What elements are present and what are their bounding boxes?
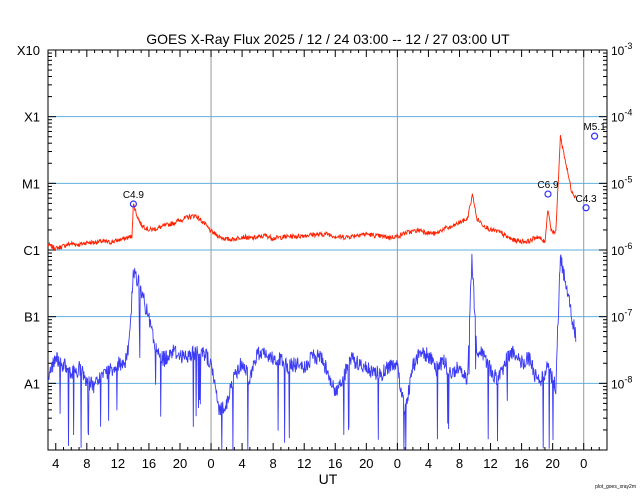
flare-label: M5.1 <box>583 122 606 133</box>
x-tick-label: 16 <box>328 456 342 471</box>
x-tick-label: 16 <box>514 456 528 471</box>
y-power-label: 10-8 <box>611 374 632 391</box>
y-power-label: 10-5 <box>611 174 632 191</box>
x-axis-label: UT <box>319 471 338 487</box>
y-class-label: X1 <box>24 110 40 125</box>
x-tick-label: 8 <box>270 456 277 471</box>
flare-label: C6.9 <box>537 180 559 191</box>
y-power-label: 10-3 <box>611 41 632 58</box>
flux-series-line <box>47 253 577 451</box>
x-tick-label: 8 <box>83 456 90 471</box>
y-class-label: B1 <box>24 310 40 325</box>
x-tick-label: 0 <box>580 456 587 471</box>
y-power-label: 10-6 <box>611 241 632 258</box>
x-tick-label: 20 <box>359 456 373 471</box>
x-tick-label: 16 <box>142 456 156 471</box>
flare-marker <box>129 200 138 208</box>
x-tick-label: 4 <box>52 456 59 471</box>
x-tick-label: 4 <box>425 456 432 471</box>
flare-marker <box>590 132 599 140</box>
y-class-label: C1 <box>23 243 40 258</box>
flare-marker <box>582 204 590 212</box>
flux-series-line <box>47 134 577 251</box>
y-power-label: 10-7 <box>611 308 632 325</box>
y-power-label: 10-4 <box>611 108 632 125</box>
x-tick-label: 12 <box>483 456 497 471</box>
x-tick-label: 20 <box>173 456 187 471</box>
x-tick-label: 12 <box>111 456 125 471</box>
y-class-label: A1 <box>24 376 40 391</box>
chart-title: GOES X-Ray Flux 2025 / 12 / 24 03:00 -- … <box>146 31 510 47</box>
y-class-label: X10 <box>17 43 40 58</box>
flare-marker <box>544 190 552 198</box>
flare-label: C4.9 <box>123 190 145 201</box>
y-class-label: M1 <box>22 176 40 191</box>
x-tick-label: 0 <box>207 456 214 471</box>
flare-label: C4.3 <box>575 194 597 205</box>
plot-area: 4 8 12 16 20 0 4 8 12 16 20 0 4 8 12 16 20 0 X10 X1 M1 C1 B1 A1… <box>17 41 633 471</box>
x-tick-label: 0 <box>394 456 401 471</box>
x-tick-label: 20 <box>545 456 559 471</box>
x-tick-label: 4 <box>238 456 245 471</box>
x-tick-label: 8 <box>456 456 463 471</box>
x-tick-label: 12 <box>297 456 311 471</box>
plot-credit: plot_goes_xray2m <box>595 484 636 490</box>
